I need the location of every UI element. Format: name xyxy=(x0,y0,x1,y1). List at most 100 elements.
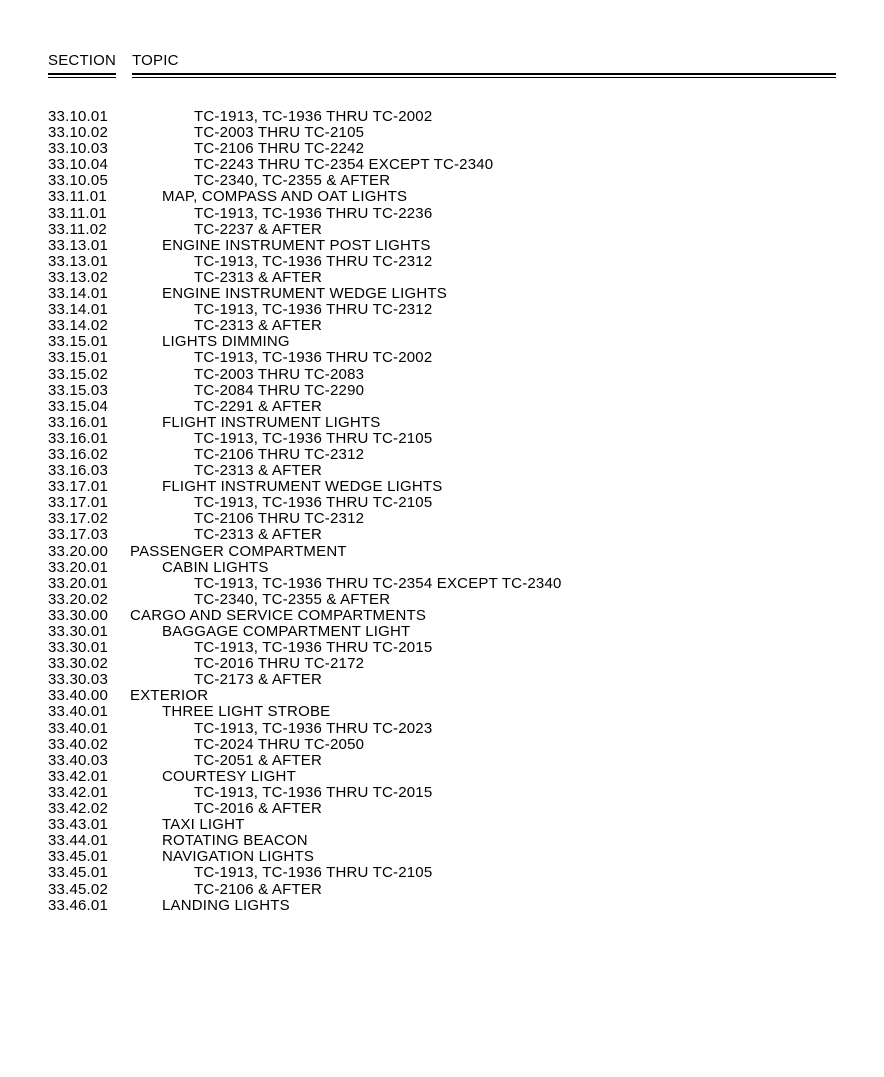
section-number: 33.30.01 xyxy=(48,624,130,640)
topic-text: TC-2243 THRU TC-2354 EXCEPT TC-2340 xyxy=(130,157,836,173)
topic-text: TC-2016 & AFTER xyxy=(130,801,836,817)
topic-text: TC-2016 THRU TC-2172 xyxy=(130,656,836,672)
table-row: 33.15.04TC-2291 & AFTER xyxy=(48,399,836,415)
table-row: 33.45.01NAVIGATION LIGHTS xyxy=(48,849,836,865)
section-number: 33.40.00 xyxy=(48,688,130,704)
topic-text: CABIN LIGHTS xyxy=(130,560,836,576)
table-row: 33.13.02TC-2313 & AFTER xyxy=(48,270,836,286)
topic-text: NAVIGATION LIGHTS xyxy=(130,849,836,865)
topic-text: TC-1913, TC-1936 THRU TC-2354 EXCEPT TC-… xyxy=(130,576,836,592)
topic-text: COURTESY LIGHT xyxy=(130,769,836,785)
table-row: 33.40.03TC-2051 & AFTER xyxy=(48,753,836,769)
table-row: 33.30.01BAGGAGE COMPARTMENT LIGHT xyxy=(48,624,836,640)
topic-text: TC-2106 THRU TC-2242 xyxy=(130,141,836,157)
column-header-section: SECTION xyxy=(48,52,116,75)
topic-text: TC-2051 & AFTER xyxy=(130,753,836,769)
topic-text: PASSENGER COMPARTMENT xyxy=(130,544,836,560)
section-number: 33.13.02 xyxy=(48,270,130,286)
table-row: 33.13.01TC-1913, TC-1936 THRU TC-2312 xyxy=(48,254,836,270)
topic-text: FLIGHT INSTRUMENT WEDGE LIGHTS xyxy=(130,479,836,495)
topic-text: ENGINE INSTRUMENT WEDGE LIGHTS xyxy=(130,286,836,302)
table-row: 33.14.01ENGINE INSTRUMENT WEDGE LIGHTS xyxy=(48,286,836,302)
section-number: 33.14.01 xyxy=(48,302,130,318)
table-row: 33.20.02TC-2340, TC-2355 & AFTER xyxy=(48,592,836,608)
table-row: 33.40.02TC-2024 THRU TC-2050 xyxy=(48,737,836,753)
section-number: 33.10.02 xyxy=(48,125,130,141)
section-number: 33.43.01 xyxy=(48,817,130,833)
topic-text: TC-2003 THRU TC-2083 xyxy=(130,367,836,383)
topic-text: TC-2291 & AFTER xyxy=(130,399,836,415)
topic-text: TC-1913, TC-1936 THRU TC-2015 xyxy=(130,785,836,801)
table-row: 33.14.01TC-1913, TC-1936 THRU TC-2312 xyxy=(48,302,836,318)
section-number: 33.16.02 xyxy=(48,447,130,463)
table-row: 33.30.01TC-1913, TC-1936 THRU TC-2015 xyxy=(48,640,836,656)
topic-text: TC-1913, TC-1936 THRU TC-2312 xyxy=(130,302,836,318)
section-number: 33.45.01 xyxy=(48,865,130,881)
topic-text: LIGHTS DIMMING xyxy=(130,334,836,350)
table-row: 33.15.02TC-2003 THRU TC-2083 xyxy=(48,367,836,383)
section-number: 33.40.03 xyxy=(48,753,130,769)
topic-text: TC-1913, TC-1936 THRU TC-2002 xyxy=(130,109,836,125)
section-number: 33.20.01 xyxy=(48,576,130,592)
topic-text: TC-1913, TC-1936 THRU TC-2002 xyxy=(130,350,836,366)
topic-text: TC-2313 & AFTER xyxy=(130,318,836,334)
table-row: 33.42.01COURTESY LIGHT xyxy=(48,769,836,785)
topic-text: ENGINE INSTRUMENT POST LIGHTS xyxy=(130,238,836,254)
topic-text: TC-2237 & AFTER xyxy=(130,222,836,238)
section-number: 33.15.01 xyxy=(48,350,130,366)
section-number: 33.11.02 xyxy=(48,222,130,238)
topic-text: TC-2340, TC-2355 & AFTER xyxy=(130,173,836,189)
section-number: 33.10.01 xyxy=(48,109,130,125)
section-number: 33.13.01 xyxy=(48,238,130,254)
table-row: 33.16.01FLIGHT INSTRUMENT LIGHTS xyxy=(48,415,836,431)
topic-text: TC-1913, TC-1936 THRU TC-2105 xyxy=(130,431,836,447)
section-number: 33.42.01 xyxy=(48,785,130,801)
topic-text: TC-2340, TC-2355 & AFTER xyxy=(130,592,836,608)
table-row: 33.10.03TC-2106 THRU TC-2242 xyxy=(48,141,836,157)
topic-text: TC-2313 & AFTER xyxy=(130,527,836,543)
table-row: 33.15.01TC-1913, TC-1936 THRU TC-2002 xyxy=(48,350,836,366)
section-number: 33.17.02 xyxy=(48,511,130,527)
table-row: 33.30.02TC-2016 THRU TC-2172 xyxy=(48,656,836,672)
section-number: 33.10.04 xyxy=(48,157,130,173)
section-number: 33.42.01 xyxy=(48,769,130,785)
section-number: 33.17.03 xyxy=(48,527,130,543)
section-number: 33.40.01 xyxy=(48,704,130,720)
table-row: 33.11.01MAP, COMPASS AND OAT LIGHTS xyxy=(48,189,836,205)
topic-text: TC-1913, TC-1936 THRU TC-2015 xyxy=(130,640,836,656)
table-row: 33.10.04TC-2243 THRU TC-2354 EXCEPT TC-2… xyxy=(48,157,836,173)
table-row: 33.13.01ENGINE INSTRUMENT POST LIGHTS xyxy=(48,238,836,254)
topic-text: TC-2313 & AFTER xyxy=(130,463,836,479)
topic-text: TC-1913, TC-1936 THRU TC-2023 xyxy=(130,721,836,737)
section-number: 33.15.03 xyxy=(48,383,130,399)
table-row: 33.44.01ROTATING BEACON xyxy=(48,833,836,849)
table-row: 33.45.01TC-1913, TC-1936 THRU TC-2105 xyxy=(48,865,836,881)
section-number: 33.30.03 xyxy=(48,672,130,688)
table-row: 33.14.02TC-2313 & AFTER xyxy=(48,318,836,334)
topic-text: TC-2313 & AFTER xyxy=(130,270,836,286)
section-number: 33.15.04 xyxy=(48,399,130,415)
topic-text: TC-2106 THRU TC-2312 xyxy=(130,447,836,463)
topic-text: TC-2173 & AFTER xyxy=(130,672,836,688)
topic-text: MAP, COMPASS AND OAT LIGHTS xyxy=(130,189,836,205)
table-row: 33.20.00PASSENGER COMPARTMENT xyxy=(48,544,836,560)
table-row: 33.17.03TC-2313 & AFTER xyxy=(48,527,836,543)
section-number: 33.15.01 xyxy=(48,334,130,350)
section-number: 33.16.03 xyxy=(48,463,130,479)
topic-text: TC-2003 THRU TC-2105 xyxy=(130,125,836,141)
topic-text: ROTATING BEACON xyxy=(130,833,836,849)
table-row: 33.17.01TC-1913, TC-1936 THRU TC-2105 xyxy=(48,495,836,511)
table-row: 33.40.00EXTERIOR xyxy=(48,688,836,704)
section-number: 33.13.01 xyxy=(48,254,130,270)
table-row: 33.40.01TC-1913, TC-1936 THRU TC-2023 xyxy=(48,721,836,737)
topic-text: THREE LIGHT STROBE xyxy=(130,704,836,720)
section-number: 33.42.02 xyxy=(48,801,130,817)
topic-text: BAGGAGE COMPARTMENT LIGHT xyxy=(130,624,836,640)
table-row: 33.16.02TC-2106 THRU TC-2312 xyxy=(48,447,836,463)
topic-text: TC-1913, TC-1936 THRU TC-2105 xyxy=(130,495,836,511)
section-number: 33.30.00 xyxy=(48,608,130,624)
section-number: 33.40.02 xyxy=(48,737,130,753)
section-number: 33.17.01 xyxy=(48,495,130,511)
table-row: 33.16.03TC-2313 & AFTER xyxy=(48,463,836,479)
table-row: 33.20.01TC-1913, TC-1936 THRU TC-2354 EX… xyxy=(48,576,836,592)
